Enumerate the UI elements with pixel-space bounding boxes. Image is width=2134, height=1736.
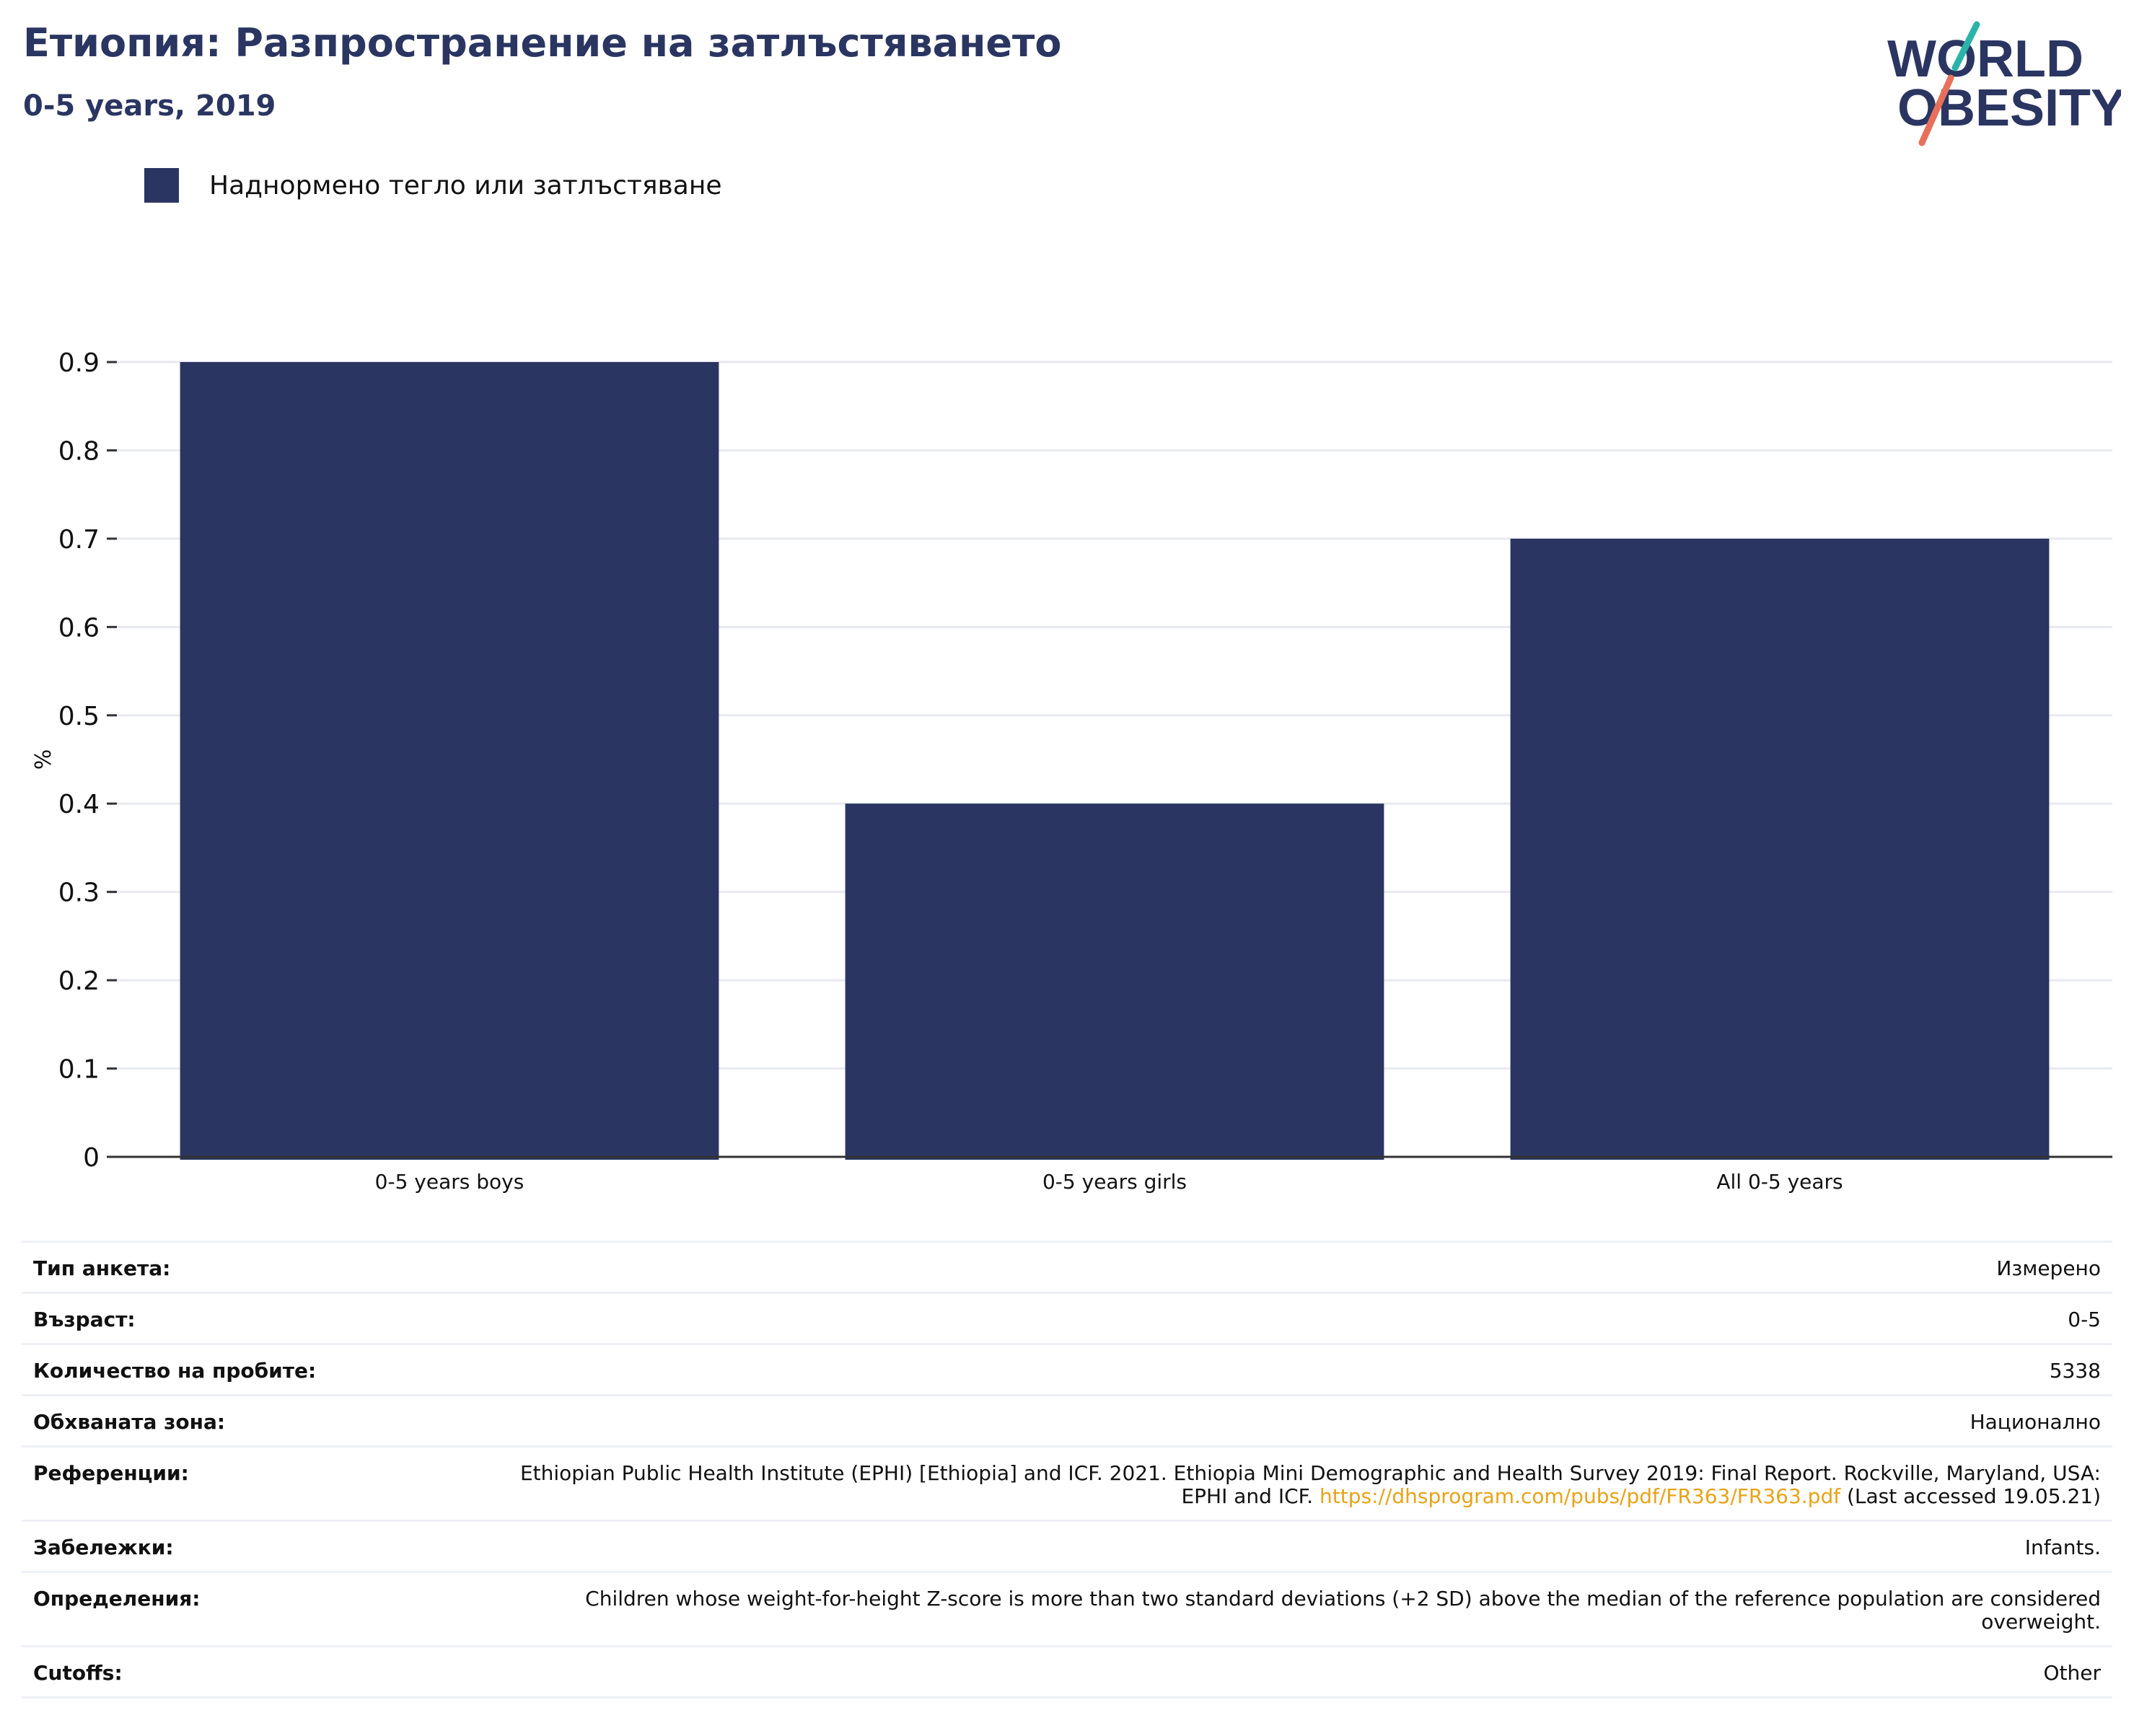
- detail-row-notes: Забележки: Infants.: [22, 1520, 2112, 1572]
- bar: [1510, 538, 2050, 1160]
- bar: [845, 803, 1384, 1160]
- legend-label: Наднормено тегло или затлъстяване: [209, 170, 722, 201]
- y-tick-label: 0: [83, 1143, 100, 1173]
- details-table: Тип анкета: Измерено Възраст: 0-5 Количе…: [22, 1241, 2112, 1698]
- bar-chart: 0 0.1 0.2 0.3 0.4 0.5 0.6 0.7 0.8 0.9 0-5 years bo…: [31, 348, 2112, 1194]
- chart-title: Етиопия: Разпространение на затлъстяване…: [23, 20, 1062, 66]
- detail-value: 5338: [2049, 1359, 2101, 1383]
- logo-slash-bottom: [1918, 74, 1954, 146]
- logo-line1: WORLD: [1887, 30, 2083, 88]
- y-tick-label: 0.4: [58, 790, 100, 819]
- chart-legend: Наднормено тегло или затлъстяване: [144, 167, 722, 203]
- x-tick-label: All 0-5 years: [1716, 1170, 1843, 1194]
- y-tick-label: 0.3: [58, 878, 100, 908]
- detail-value: 0-5: [2068, 1308, 2101, 1331]
- detail-row-definitions: Определения: Children whose weight-for-h…: [22, 1572, 2112, 1647]
- detail-label: Референции:: [33, 1461, 189, 1485]
- reference-text: Ethiopian Public Health Institute (EPHI)…: [519, 1461, 2101, 1508]
- detail-value: Children whose weight-for-height Z-score…: [585, 1587, 2101, 1634]
- bar: [180, 362, 719, 1160]
- logo-graphic: WORLD OBESITY: [1887, 21, 2125, 146]
- legend-swatch: [144, 168, 179, 203]
- detail-label: Забележки:: [33, 1535, 174, 1559]
- detail-row-survey-type: Тип анкета: Измерено: [22, 1241, 2112, 1293]
- detail-row-sample-size: Количество на пробите: 5338: [22, 1344, 2112, 1396]
- x-tick-label: 0-5 years boys: [375, 1170, 524, 1194]
- detail-value: Национално: [1970, 1410, 2101, 1434]
- detail-row-age: Възраст: 0-5: [22, 1292, 2112, 1344]
- detail-value: Ethiopian Public Health Institute (EPHI)…: [492, 1447, 2112, 1521]
- y-axis-label: %: [31, 749, 56, 770]
- detail-value: Infants.: [2024, 1535, 2101, 1559]
- y-tick-label: 0.8: [58, 436, 100, 466]
- y-tick-label: 0.1: [58, 1055, 100, 1085]
- world-obesity-logo[interactable]: WORLD OBESITY: [1876, 20, 2125, 150]
- detail-label: Определения:: [33, 1587, 201, 1611]
- y-tick-label: 0.7: [58, 525, 100, 555]
- chart-subtitle: 0-5 years, 2019: [23, 89, 276, 123]
- detail-row-references: Референции: Ethiopian Public Health Inst…: [22, 1446, 2112, 1521]
- detail-label: Cutoffs:: [33, 1661, 123, 1685]
- y-tick-label: 0.5: [58, 702, 100, 731]
- detail-row-area: Обхваната зона: Национално: [22, 1395, 2112, 1447]
- detail-label: Възраст:: [33, 1308, 136, 1331]
- reference-suffix: (Last accessed 19.05.21): [1846, 1484, 2101, 1508]
- y-tick-label: 0.2: [58, 966, 100, 996]
- y-tick-label: 0.6: [58, 613, 100, 643]
- detail-value: Other: [2043, 1661, 2101, 1685]
- detail-label: Тип анкета:: [33, 1256, 171, 1280]
- logo-slash-top: [1951, 21, 1980, 71]
- x-tick-label: 0-5 years girls: [1042, 1170, 1187, 1194]
- reference-link[interactable]: https://dhsprogram.com/pubs/pdf/FR363/FR…: [1320, 1484, 1841, 1508]
- detail-label: Обхваната зона:: [33, 1410, 226, 1434]
- detail-row-cutoffs: Cutoffs: Other: [22, 1646, 2112, 1698]
- detail-value: Измерено: [1996, 1256, 2101, 1280]
- detail-label: Количество на пробите:: [33, 1359, 317, 1383]
- y-tick-label: 0.9: [58, 348, 100, 378]
